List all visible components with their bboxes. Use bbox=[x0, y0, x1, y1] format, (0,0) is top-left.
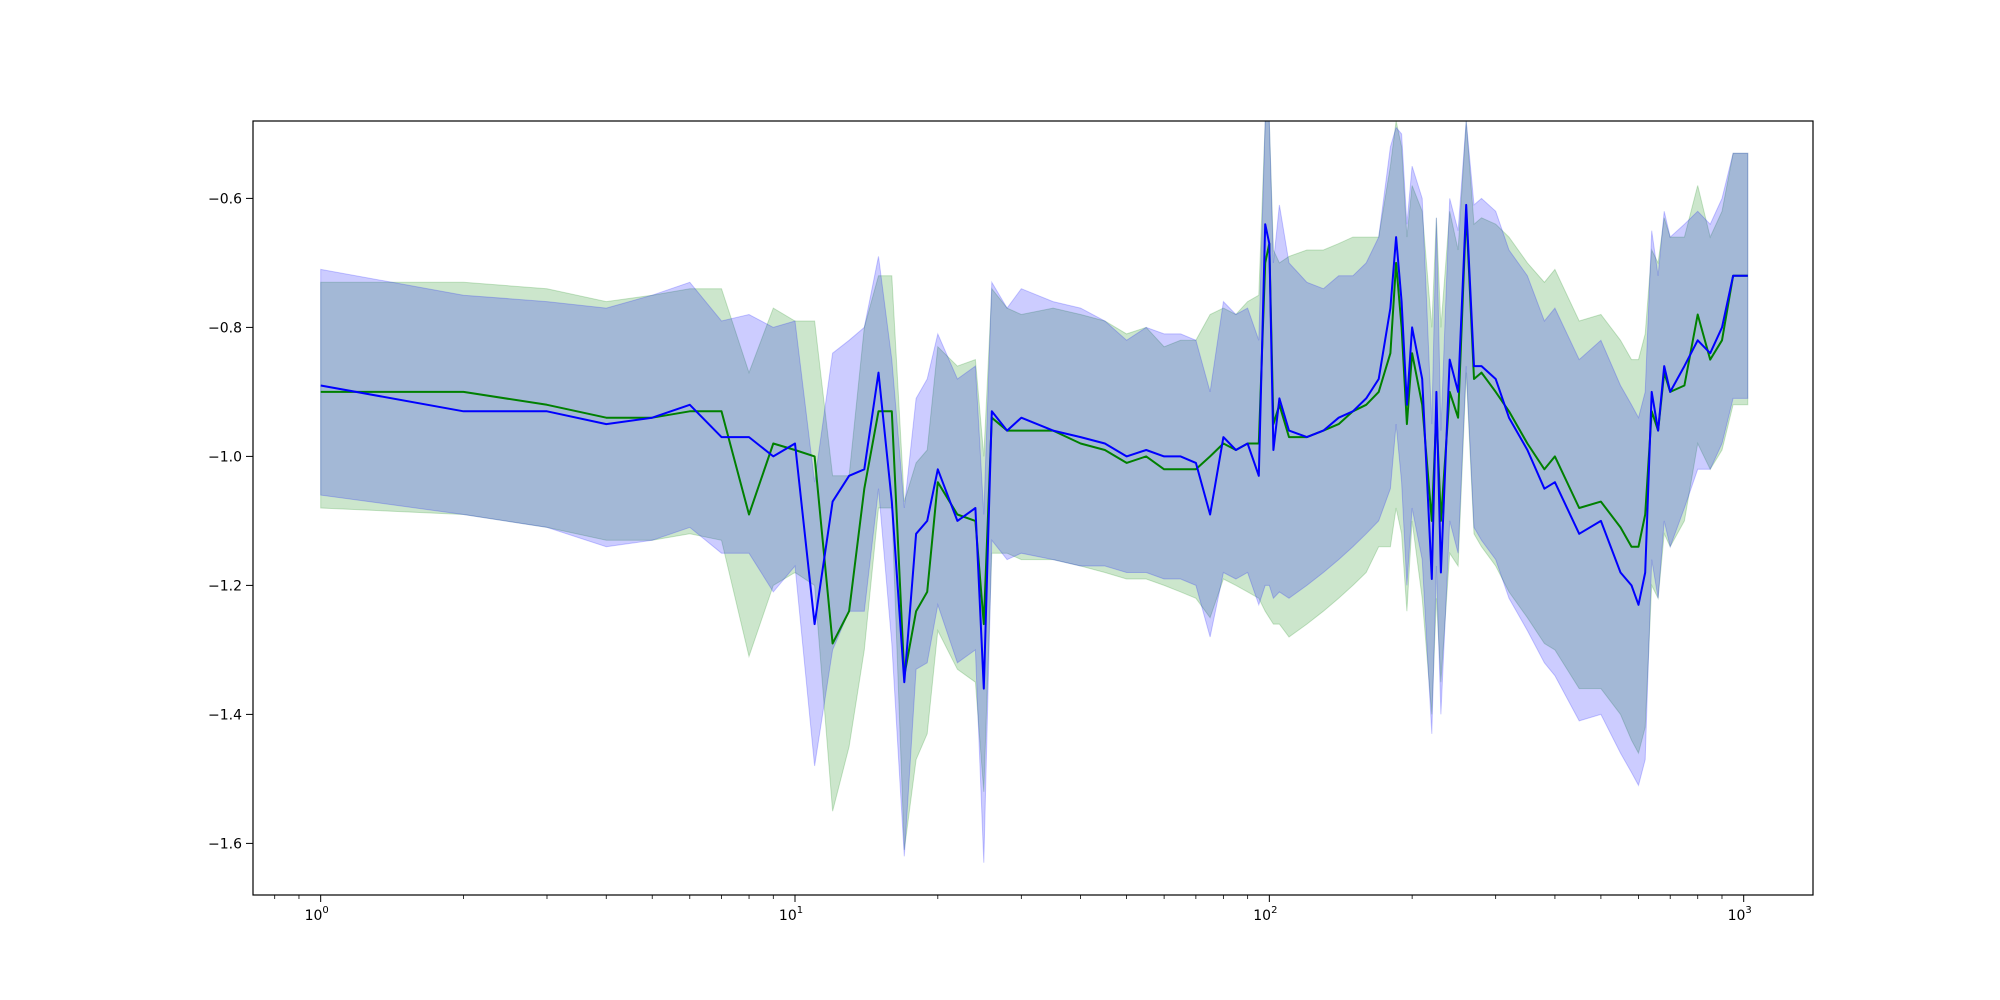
y-tick-label-1: −0.8 bbox=[208, 320, 242, 336]
confidence-bands bbox=[320, 120, 1749, 863]
y-axis: −0.6 −0.8 −1.0 −1.2 −1.4 −1.6 bbox=[208, 191, 253, 852]
y-tick-label-2: −1.0 bbox=[208, 449, 242, 465]
x-tick-label-2: 102 bbox=[1253, 905, 1277, 924]
x-tick-label-3: 103 bbox=[1728, 905, 1752, 924]
series-lines bbox=[320, 203, 1748, 690]
y-tick-label-4: −1.4 bbox=[208, 707, 242, 723]
plot-frame bbox=[252, 120, 1814, 896]
x-tick-label-0: 100 bbox=[305, 905, 329, 924]
band-series-2 bbox=[320, 120, 1749, 863]
x-axis: 100 101 102 103 bbox=[274, 895, 1752, 924]
y-tick-label-5: −1.6 bbox=[208, 836, 242, 852]
y-tick-label-3: −1.2 bbox=[208, 578, 242, 594]
x-tick-label-1: 101 bbox=[779, 905, 803, 924]
line-series-2 bbox=[320, 203, 1748, 690]
y-tick-label-0: −0.6 bbox=[208, 191, 242, 207]
line-series-1 bbox=[320, 210, 1748, 677]
